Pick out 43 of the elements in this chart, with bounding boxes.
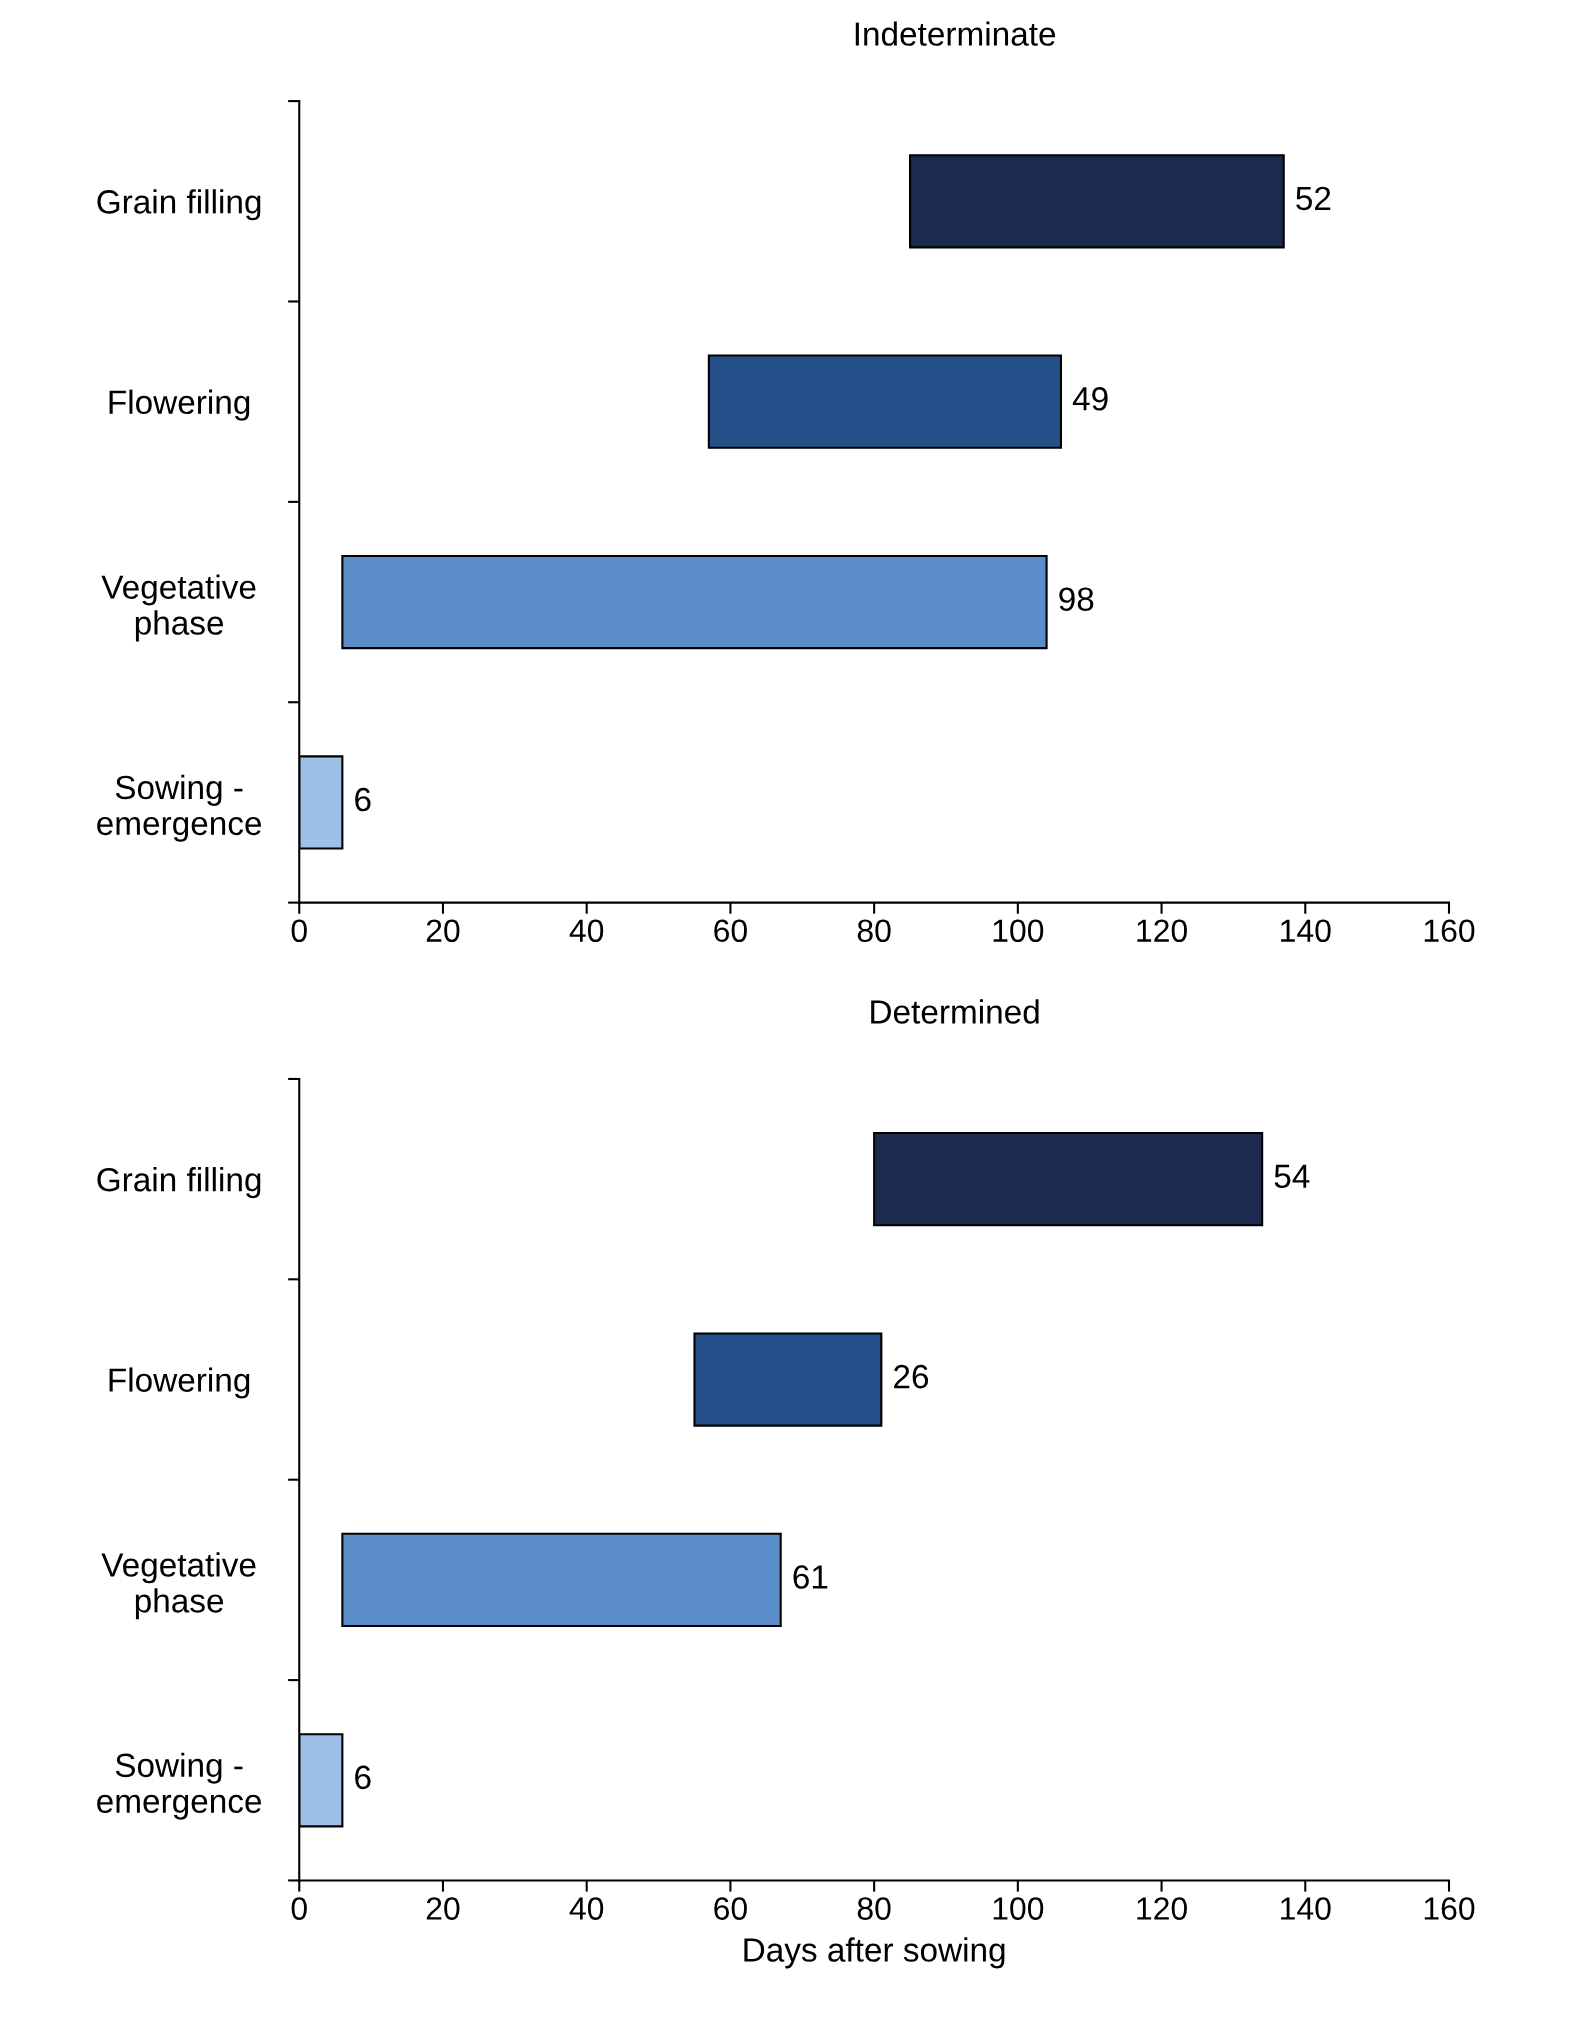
data-label: 26 [894, 1364, 929, 1389]
y-tick-label: Sowing - emergence [97, 774, 262, 842]
data-label: 98 [1059, 587, 1094, 611]
x-tick-label: 20 [426, 1897, 460, 1920]
x-tick-label: 100 [993, 1897, 1044, 1920]
data-label: 52 [1296, 186, 1331, 211]
chart-title: Determined [871, 999, 1039, 1024]
y-tick-label: Grain filling [97, 1167, 261, 1199]
data-label: 6 [355, 1765, 371, 1790]
x-tick-label: 60 [714, 1897, 747, 1920]
bar [693, 1332, 883, 1427]
bar [909, 154, 1285, 249]
chart-title: Indeterminate [855, 21, 1056, 46]
bar [873, 1132, 1264, 1227]
x-tick-label: 80 [857, 1897, 891, 1920]
x-tick-label: 140 [1281, 1897, 1331, 1920]
x-tick-label: 100 [993, 919, 1044, 943]
x-tick-label: 60 [714, 919, 747, 943]
x-tick-label: 40 [569, 919, 604, 943]
x-tick-label: 0 [291, 919, 307, 943]
y-tick-label: Flowering [109, 389, 250, 421]
x-tick-label: 80 [857, 919, 891, 943]
bar [707, 354, 1062, 449]
x-tick-label: 120 [1137, 919, 1187, 943]
x-tick-label: 160 [1424, 1897, 1475, 1920]
x-tick-label: 160 [1424, 919, 1475, 943]
bar [341, 554, 1048, 650]
x-tick-label: 120 [1137, 1897, 1187, 1920]
x-axis-title: Days after sowing [744, 1937, 1005, 1969]
bar [341, 1532, 782, 1628]
data-label: 61 [793, 1565, 828, 1589]
y-tick-label: Flowering [109, 1367, 250, 1399]
data-label: 6 [355, 787, 371, 812]
y-tick-label: Sowing - emergence [97, 1752, 262, 1820]
x-tick-label: 40 [569, 1897, 604, 1920]
data-label: 54 [1274, 1164, 1310, 1189]
x-tick-label: 0 [291, 1897, 307, 1920]
x-tick-label: 140 [1281, 919, 1331, 943]
y-tick-label: Grain filling [97, 189, 261, 221]
y-tick-label: Vegetative phase [101, 574, 256, 642]
y-tick-label: Vegetative phase [101, 1552, 256, 1620]
x-tick-label: 20 [426, 919, 460, 943]
data-label: 49 [1072, 387, 1108, 411]
